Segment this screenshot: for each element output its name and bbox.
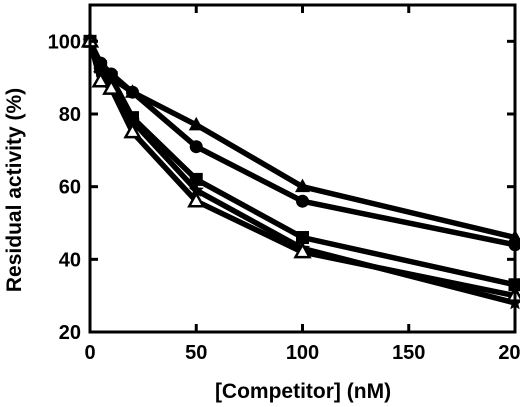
x-tick-label-150: 150 bbox=[392, 342, 425, 364]
series-2-point-6 bbox=[296, 194, 309, 208]
y-axis-label: Residual activity (%) bbox=[3, 88, 26, 292]
series-5-point-2 bbox=[91, 71, 110, 88]
series-4-point-5 bbox=[188, 182, 204, 197]
axes-layer: 0 50 100 150 200 20 40 60 80 100 bbox=[48, 3, 520, 364]
y-tick-label-40: 40 bbox=[59, 249, 81, 271]
series-2-point-4 bbox=[126, 85, 139, 99]
y-tick-label-80: 80 bbox=[59, 104, 81, 126]
series-1-point-5 bbox=[188, 116, 204, 131]
x-tick-label-50: 50 bbox=[185, 342, 207, 364]
series-4-point-4 bbox=[124, 113, 141, 128]
series-5-point-6 bbox=[293, 242, 312, 259]
series-5-point-5 bbox=[187, 191, 206, 208]
y-tick-label-20: 20 bbox=[59, 322, 81, 344]
y-tick-label-60: 60 bbox=[59, 177, 81, 199]
series-4-line bbox=[87, 38, 518, 306]
series-4-point-2 bbox=[93, 62, 109, 77]
series-3-point-5 bbox=[189, 172, 203, 186]
x-axis-label: [Competitor] (nM) bbox=[215, 380, 391, 403]
series-3-point-6 bbox=[296, 231, 309, 245]
series-2-point-5 bbox=[189, 140, 203, 154]
x-tick-label-200: 200 bbox=[498, 342, 520, 364]
series-layer bbox=[80, 31, 520, 310]
x-tick-label-100: 100 bbox=[286, 342, 319, 364]
series-5-point-3 bbox=[102, 78, 121, 95]
series-5-point-4 bbox=[123, 122, 142, 139]
y-tick-label-100: 100 bbox=[48, 31, 81, 53]
x-tick-label-0: 0 bbox=[84, 342, 95, 364]
series-1-point-6 bbox=[295, 178, 310, 193]
